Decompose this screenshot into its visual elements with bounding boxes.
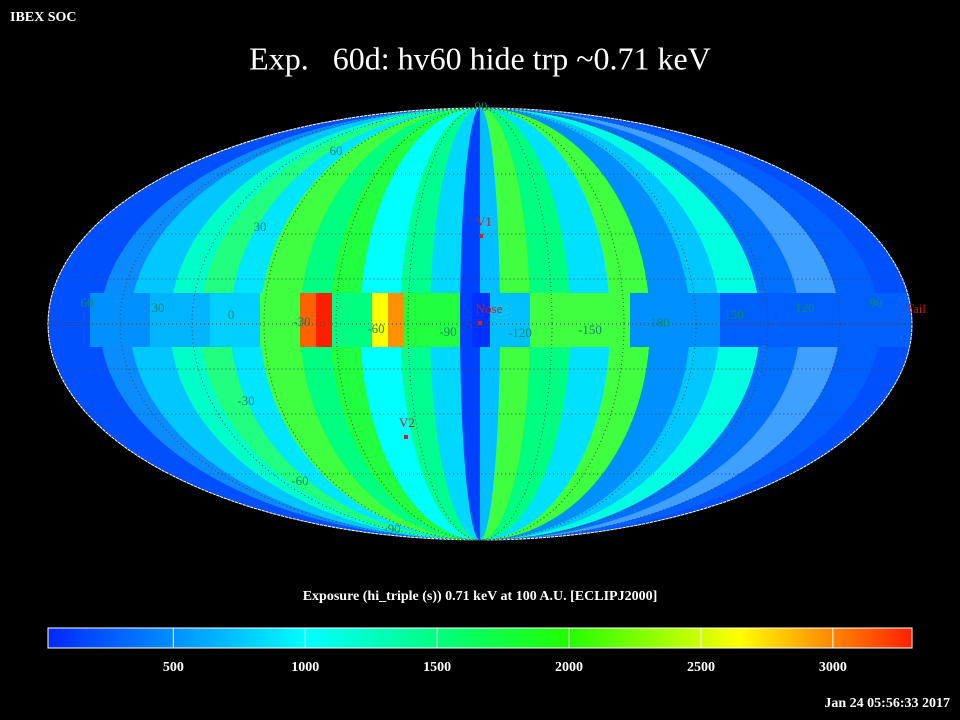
marker-label: V2 [399, 415, 415, 430]
longitude-label: 60 [81, 295, 94, 310]
band-cell [630, 293, 720, 347]
marker [478, 321, 482, 325]
latitude-label: 60 [330, 143, 343, 158]
marker-label: Nose [476, 301, 503, 316]
marker-label: Tail [906, 301, 926, 316]
band-cell [460, 293, 472, 347]
band-cell [210, 293, 260, 347]
latitude-label: -30 [237, 393, 254, 408]
longitude-label: 90 [870, 295, 883, 310]
longitude-label: 150 [724, 307, 744, 322]
source: IBEX SOC [10, 10, 77, 25]
longitude-label: -120 [508, 325, 532, 340]
colorbar-label: Exposure (hi_triple (s)) 0.71 keV at 100… [303, 589, 658, 604]
marker [404, 435, 408, 439]
map-overlay: 60 30 0 -30 -60 -90 -120 -150 180 150 120 90 90 60 30 -… [47, 99, 926, 541]
colorbar-frame [47, 627, 913, 649]
longitude-label: -90 [439, 324, 456, 339]
marker-label: V1 [476, 214, 492, 229]
colorbar-tick-label: 2500 [687, 660, 715, 675]
longitude-label: -30 [293, 314, 310, 329]
latitude-label: -60 [291, 473, 308, 488]
longitude-label: 0 [228, 307, 235, 322]
band-cell [260, 293, 300, 347]
colorbar-tick-label: 500 [163, 660, 184, 675]
band-cell [300, 293, 316, 347]
colorbar-tick-label: 2000 [555, 660, 583, 675]
band-cell [530, 293, 630, 347]
marker [479, 234, 483, 238]
timestamp: Jan 24 05:56:33 2017 [824, 696, 950, 711]
latitude-label: 30 [254, 219, 267, 234]
longitude-label: 180 [650, 315, 670, 330]
latitude-label: 90 [475, 99, 488, 114]
band-cell [720, 293, 910, 347]
band-cell [490, 293, 530, 347]
longitude-label: 30 [152, 300, 165, 315]
colorbar-tick-label: 1000 [291, 660, 319, 675]
colorbar-tick-label: 1500 [423, 660, 451, 675]
band-cell [90, 293, 150, 347]
colorbar-ticks: 500 1000 1500 2000 2500 3000 [47, 627, 913, 675]
latitude-label: -90 [383, 521, 400, 536]
colorbar [48, 628, 912, 648]
longitude-label: -150 [578, 322, 602, 337]
band-cell [316, 293, 332, 347]
title: Exp. 60d: hv60 hide trp ~0.71 keV [249, 40, 711, 76]
colorbar-tick-label: 3000 [819, 660, 847, 675]
band-cell [150, 293, 210, 347]
longitude-label: -60 [367, 321, 384, 336]
band-cell [372, 293, 388, 347]
band-cell [388, 293, 404, 347]
band-cell [404, 293, 460, 347]
band-cell [332, 293, 372, 347]
meridian [47, 107, 913, 541]
longitude-label: 120 [795, 300, 815, 315]
band-cell [472, 293, 490, 347]
